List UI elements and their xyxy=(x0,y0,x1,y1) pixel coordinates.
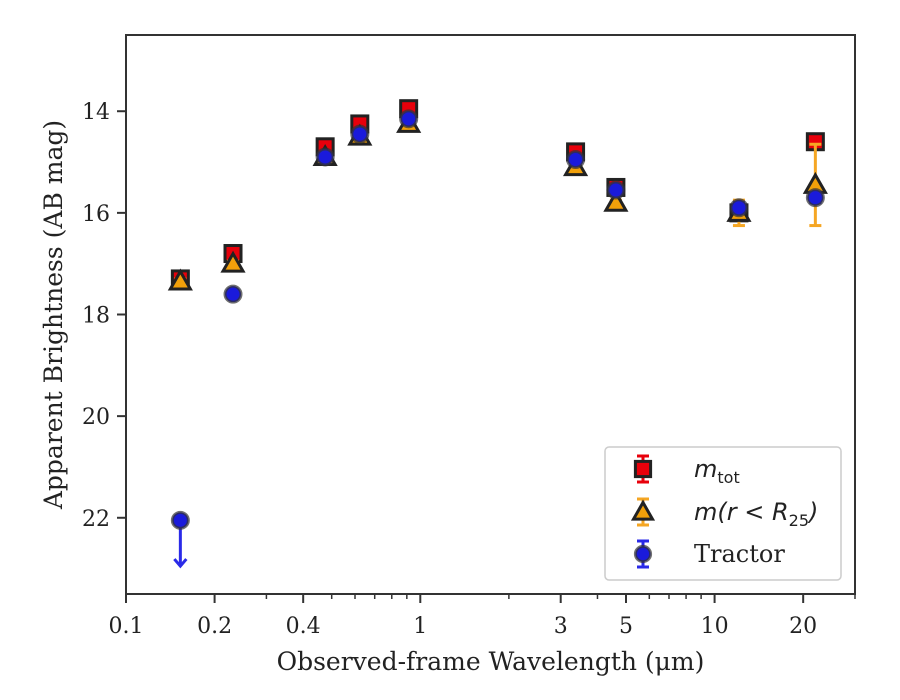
circle-marker xyxy=(805,188,825,208)
legend-label-main: m(r < R xyxy=(694,498,789,526)
data-point xyxy=(223,284,243,304)
x-tick-label: 0.4 xyxy=(286,614,321,639)
x-tick-label: 5 xyxy=(619,614,633,639)
y-tick-label: 22 xyxy=(82,507,110,532)
arrow-head xyxy=(173,558,188,569)
data-point xyxy=(170,510,190,569)
y-tick-label: 14 xyxy=(82,100,110,125)
legend-label: Tractor xyxy=(694,540,785,568)
legend: mtot m(r < R25) Tractor xyxy=(604,446,842,581)
circle-marker xyxy=(566,150,586,170)
triangle-marker xyxy=(220,250,246,273)
x-tick-label: 1 xyxy=(413,614,427,639)
data-point xyxy=(805,188,825,208)
triangle-marker xyxy=(603,189,629,212)
square-marker xyxy=(633,459,653,479)
x-tick-label: 20 xyxy=(789,614,817,639)
y-tick-label: 16 xyxy=(82,202,110,227)
x-tick-label: 10 xyxy=(701,614,729,639)
data-point xyxy=(566,150,586,170)
circle-marker xyxy=(315,147,335,167)
triangle-marker xyxy=(630,499,656,521)
legend-box xyxy=(604,446,842,581)
circle-marker xyxy=(729,198,749,218)
legend-label: mtot xyxy=(694,455,740,487)
data-point xyxy=(606,180,626,200)
data-point xyxy=(399,109,419,129)
legend-label-sub: 25 xyxy=(789,511,809,530)
x-tick-label: 3 xyxy=(554,614,568,639)
series-1 xyxy=(167,110,828,291)
y-tick-label: 18 xyxy=(82,304,110,329)
legend-label-sub: tot xyxy=(717,468,739,487)
legend-label-close: ) xyxy=(807,498,818,526)
y-axis-title: Apparent Brightness (AB mag) xyxy=(39,120,68,510)
circle-marker xyxy=(633,544,653,564)
plot-area xyxy=(167,99,828,569)
legend-entry: mtot xyxy=(633,454,740,487)
legend-label-main: m xyxy=(694,455,717,483)
data-point xyxy=(220,250,246,273)
data-point xyxy=(167,268,193,291)
data-point xyxy=(729,198,749,218)
legend-entry: m(r < R25) xyxy=(630,497,818,530)
legend-label: m(r < R25) xyxy=(694,498,818,530)
triangle-marker xyxy=(167,268,193,291)
data-point xyxy=(315,147,335,167)
circle-marker xyxy=(350,124,370,144)
series-0 xyxy=(170,99,825,289)
circle-marker xyxy=(223,284,243,304)
x-tick-label: 0.1 xyxy=(109,614,144,639)
circle-marker xyxy=(606,180,626,200)
circle-marker xyxy=(170,510,190,530)
legend-entry: Tractor xyxy=(633,539,785,569)
series-2 xyxy=(170,109,825,569)
x-tick-label: 0.2 xyxy=(197,614,232,639)
data-point xyxy=(603,189,629,212)
y-tick-label: 20 xyxy=(82,405,110,430)
x-axis-title: Observed-frame Wavelength (μm) xyxy=(277,647,705,676)
data-point xyxy=(350,124,370,144)
circle-marker xyxy=(399,109,419,129)
axes: 0.1 0.2 0.4 1 3 5 10 20 14 16 18 20 22 xyxy=(82,34,856,639)
data-point xyxy=(802,142,828,228)
